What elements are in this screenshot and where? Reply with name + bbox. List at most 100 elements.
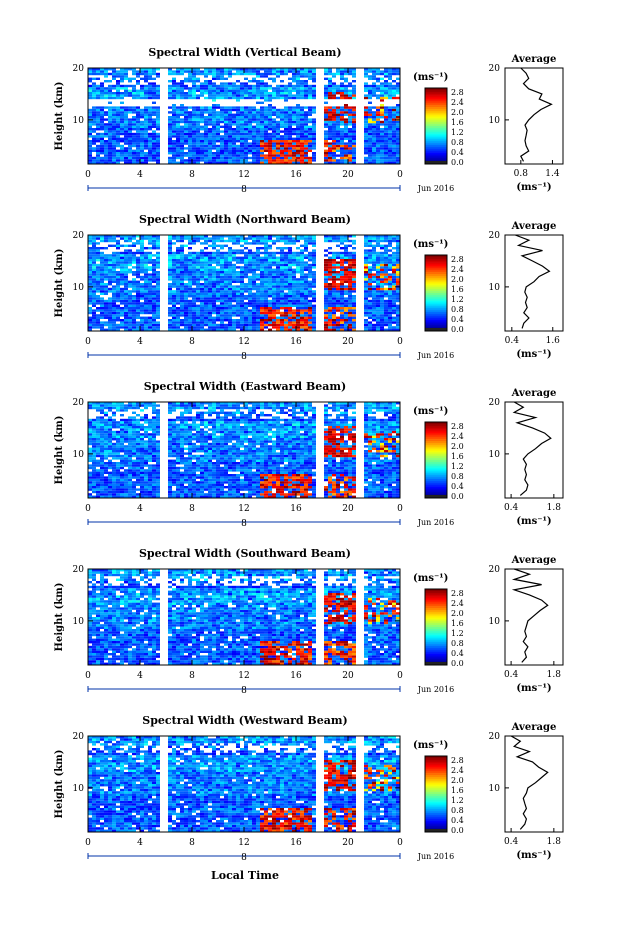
heatmap-cell xyxy=(340,156,344,160)
heatmap-cell xyxy=(176,292,180,295)
heatmap-cell xyxy=(232,132,236,136)
heatmap-cell xyxy=(328,152,332,155)
heatmap-cell xyxy=(224,287,228,291)
heatmap-cell xyxy=(208,251,212,255)
heatmap-cell xyxy=(104,147,108,150)
heatmap-cell xyxy=(364,94,368,97)
heatmap-cell xyxy=(332,87,336,90)
heatmap-cell xyxy=(168,319,172,322)
heatmap-cell xyxy=(192,137,196,140)
heatmap-cell xyxy=(228,94,232,97)
heatmap-cell xyxy=(96,154,100,157)
heatmap-cell xyxy=(104,302,108,305)
heatmap-cell xyxy=(252,140,256,143)
heatmap-cell xyxy=(256,292,260,295)
heatmap-cell xyxy=(300,161,304,164)
heatmap-cell xyxy=(212,106,216,109)
heatmap-cell xyxy=(228,113,232,116)
heatmap-cell xyxy=(396,130,400,133)
heatmap-cell xyxy=(284,287,288,291)
heatmap-cell xyxy=(228,118,232,121)
heatmap-cell xyxy=(396,68,400,71)
heatmap-cell xyxy=(132,266,136,269)
heatmap-cell xyxy=(300,283,304,286)
heatmap-cell xyxy=(116,130,120,133)
heatmap-cell xyxy=(264,249,268,252)
heatmap-cell xyxy=(192,239,196,243)
heatmap-cell xyxy=(116,283,120,286)
heatmap-cell xyxy=(188,147,192,150)
heatmap-cell xyxy=(300,72,304,76)
heatmap-cell xyxy=(208,280,212,283)
heatmap-cell xyxy=(344,68,348,71)
heatmap-cell xyxy=(148,147,152,150)
heatmap-cell xyxy=(392,137,396,140)
heatmap-cell xyxy=(392,123,396,126)
heatmap-cell xyxy=(236,130,240,133)
heatmap-cell xyxy=(344,104,348,107)
heatmap-cell xyxy=(88,290,92,293)
heatmap-cell xyxy=(244,263,248,267)
heatmap-cell xyxy=(100,128,104,131)
heatmap-cell xyxy=(332,120,336,124)
heatmap-cell xyxy=(216,68,220,71)
heatmap-cell xyxy=(252,154,256,157)
heatmap-cell xyxy=(336,254,340,257)
heatmap-cell xyxy=(332,144,336,148)
heatmap-cell xyxy=(116,266,120,269)
heatmap-cell xyxy=(232,297,236,300)
heatmap-cell xyxy=(328,256,332,259)
heatmap-cell xyxy=(380,108,384,112)
heatmap-cell xyxy=(100,280,104,283)
heatmap-cell xyxy=(204,96,208,100)
heatmap-cell xyxy=(96,299,100,303)
heatmap-cell xyxy=(196,147,200,150)
heatmap-cell xyxy=(268,149,272,152)
heatmap-cell xyxy=(276,307,280,310)
heatmap-cell xyxy=(292,84,296,88)
heatmap-cell xyxy=(152,321,156,324)
heatmap-cell xyxy=(104,75,108,78)
heatmap-cell xyxy=(268,323,272,327)
heatmap-cell xyxy=(208,287,212,291)
heatmap-cell xyxy=(132,152,136,155)
heatmap-cell xyxy=(100,292,104,295)
heatmap-cell xyxy=(384,125,388,128)
heatmap-cell xyxy=(332,140,336,143)
heatmap-cell xyxy=(136,154,140,157)
heatmap-cell xyxy=(172,111,176,114)
heatmap-cell xyxy=(280,137,284,140)
heatmap-cell xyxy=(268,314,272,317)
heatmap-cell xyxy=(104,278,108,281)
heatmap-cell xyxy=(348,120,352,124)
heatmap-cell xyxy=(88,130,92,133)
heatmap-cell xyxy=(264,235,268,238)
heatmap-cell xyxy=(200,142,204,145)
heatmap-cell xyxy=(248,275,252,279)
heatmap-cell xyxy=(220,118,224,121)
heatmap-cell xyxy=(252,87,256,90)
heatmap-cell xyxy=(364,128,368,131)
heatmap-cell xyxy=(100,321,104,324)
heatmap-cell xyxy=(136,299,140,303)
heatmap-cell xyxy=(116,80,120,83)
heatmap-cell xyxy=(264,256,268,259)
heatmap-cell xyxy=(280,259,284,262)
heatmap-cell xyxy=(312,108,316,112)
heatmap-cell xyxy=(332,235,336,238)
heatmap-cell xyxy=(388,89,392,92)
heatmap-cell xyxy=(364,326,368,329)
heatmap-cell xyxy=(292,123,296,126)
heatmap-cell xyxy=(220,295,224,298)
heatmap-cell xyxy=(128,118,132,121)
heatmap-cell xyxy=(228,237,232,240)
heatmap-cell xyxy=(208,147,212,150)
heatmap-cell xyxy=(180,125,184,128)
heatmap-cell xyxy=(400,109,404,111)
heatmap-cell xyxy=(88,128,92,131)
heatmap-cell xyxy=(232,130,236,133)
heatmap-cell xyxy=(88,156,92,160)
heatmap-cell xyxy=(304,132,308,136)
heatmap-cell xyxy=(340,154,344,157)
heatmap-cell xyxy=(288,89,292,92)
